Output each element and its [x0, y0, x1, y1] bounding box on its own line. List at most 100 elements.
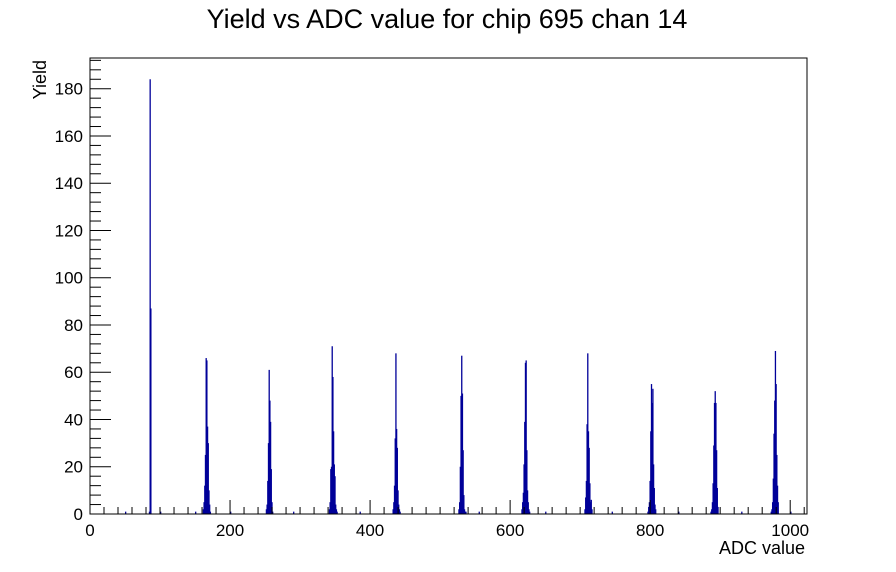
- histogram-bar: [336, 511, 338, 514]
- histogram-bar: [647, 511, 649, 514]
- histogram-bar: [206, 360, 208, 514]
- x-tick-label: 0: [85, 521, 94, 540]
- histogram-bar: [648, 502, 651, 514]
- histogram-bar: [678, 511, 680, 514]
- plot-frame: [89, 57, 808, 515]
- histogram-bar: [771, 502, 774, 514]
- histogram-bar: [458, 509, 460, 514]
- histogram-bar: [711, 502, 714, 514]
- histogram-bar: [545, 511, 547, 514]
- histogram-bar: [267, 480, 269, 514]
- histogram-bar: [459, 502, 461, 514]
- x-tick-label: 800: [636, 521, 664, 540]
- histogram-bar: [650, 384, 653, 514]
- histogram-bar: [267, 443, 270, 514]
- histogram-bar: [588, 447, 590, 514]
- histogram-bar: [587, 353, 589, 514]
- histogram-bar: [149, 79, 151, 514]
- histogram-bar: [522, 502, 524, 514]
- y-tick-label: 100: [55, 269, 83, 288]
- histogram-bar: [393, 485, 396, 514]
- histogram-bar: [460, 395, 462, 514]
- histogram-bar: [398, 504, 400, 514]
- histogram-bar: [272, 511, 274, 514]
- histogram-bar: [230, 511, 232, 514]
- histogram-bar: [774, 350, 777, 514]
- y-tick-label: 160: [55, 127, 83, 146]
- y-tick-label: 40: [64, 410, 83, 429]
- histogram-bar: [397, 490, 399, 514]
- x-tick-label: 200: [216, 521, 244, 540]
- histogram-bar: [330, 469, 332, 514]
- histogram-bar: [710, 511, 712, 514]
- histogram-bar: [529, 511, 531, 514]
- x-tick-label: 1000: [771, 521, 809, 540]
- histogram-bar: [526, 490, 529, 514]
- y-tick-label: 80: [64, 316, 83, 335]
- histogram-bar: [648, 506, 650, 514]
- histogram-bar: [650, 431, 652, 514]
- y-axis-label: Yield: [30, 60, 50, 99]
- histogram-bar: [713, 445, 715, 514]
- y-tick-label: 60: [64, 363, 83, 382]
- histogram-bar: [523, 464, 525, 514]
- histogram-bar: [268, 369, 270, 514]
- histogram-bar: [209, 504, 211, 514]
- histogram-bar: [714, 391, 716, 514]
- histogram-bar: [591, 509, 593, 514]
- histogram-bar: [465, 511, 467, 514]
- histogram-bar: [464, 511, 466, 514]
- histogram-bar: [654, 504, 656, 514]
- histogram-bar: [202, 509, 205, 514]
- histogram-bar: [776, 454, 778, 514]
- histogram-bar: [611, 511, 613, 514]
- histogram-bar: [776, 485, 779, 514]
- histogram-bar: [524, 421, 526, 514]
- histogram-bar: [649, 480, 651, 514]
- histogram-bar: [331, 346, 333, 514]
- histogram-bar: [329, 502, 331, 514]
- histogram-bar: [392, 509, 394, 514]
- histogram-bar: [590, 499, 592, 514]
- histogram-bar: [771, 509, 773, 514]
- histogram-bar: [334, 476, 336, 514]
- histogram-bar: [524, 362, 527, 514]
- x-axis: 0 200 400 600 800 1000: [85, 500, 809, 540]
- histogram-bar: [209, 511, 212, 514]
- histogram-bar: [208, 490, 210, 514]
- histogram-bar: [328, 509, 331, 514]
- histogram-bar: [655, 509, 657, 514]
- histogram-bar: [527, 502, 529, 514]
- histogram-bar: [206, 426, 209, 514]
- histogram-bar: [585, 497, 587, 514]
- histogram-bar: [653, 488, 655, 514]
- histogram-bar: [396, 447, 398, 514]
- histogram-bar: [589, 483, 591, 514]
- histogram-bar: [521, 509, 523, 514]
- histogram-bar: [711, 509, 713, 514]
- histogram-bar: [330, 466, 333, 514]
- histogram-bar: [398, 509, 401, 514]
- histogram-bar: [125, 511, 127, 514]
- x-axis-label: ADC value: [719, 538, 805, 558]
- y-tick-label: 20: [64, 458, 83, 477]
- histogram-bar: [585, 480, 588, 514]
- histogram-bar: [584, 509, 586, 514]
- histogram-bar: [395, 428, 398, 514]
- histogram-bar: [716, 488, 718, 514]
- histogram-bar: [207, 443, 209, 514]
- histogram-bar: [652, 388, 654, 514]
- histogram-bar: [266, 504, 268, 514]
- histogram-bar: [713, 402, 716, 514]
- histogram-bar: [393, 502, 395, 514]
- histogram-bar: [332, 376, 334, 514]
- x-tick-label: 400: [356, 521, 384, 540]
- histogram-bar: [772, 478, 774, 514]
- histogram-bar: [587, 431, 590, 514]
- histogram-bar: [717, 506, 719, 514]
- histogram-bar: [335, 504, 337, 514]
- histogram-bar: [589, 502, 592, 514]
- histogram-bar: [395, 353, 397, 514]
- histogram-bar: [652, 464, 655, 514]
